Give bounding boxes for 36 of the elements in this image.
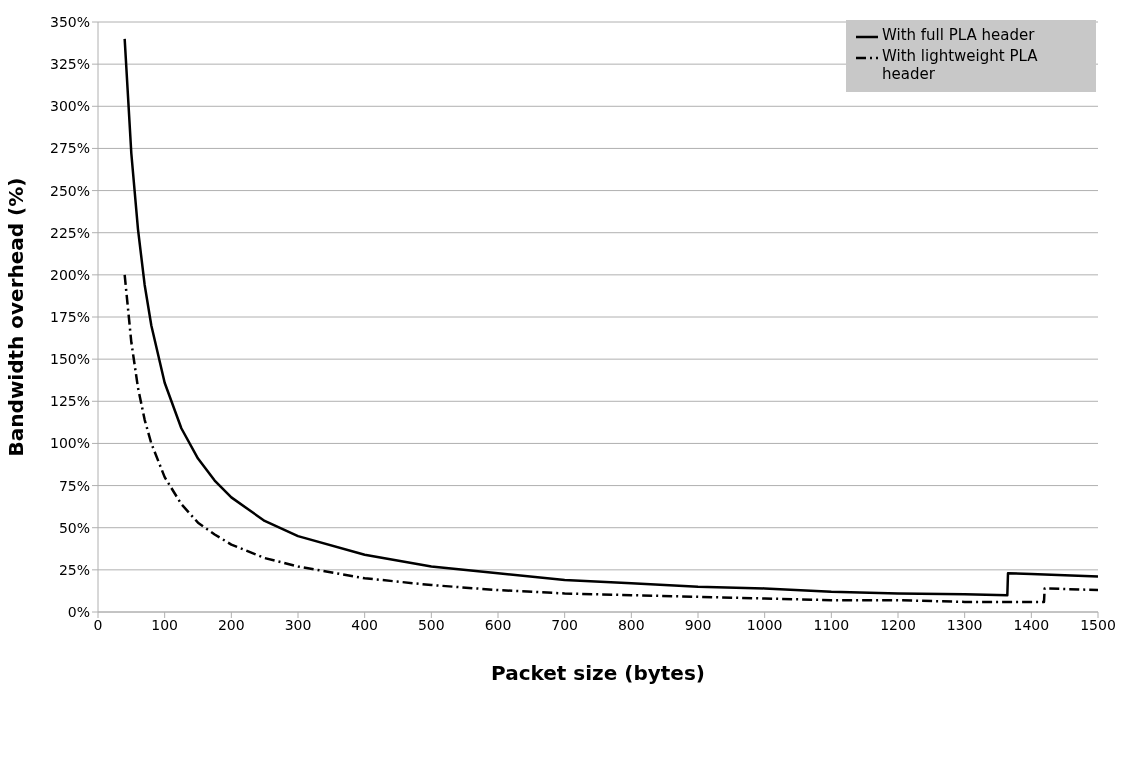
x-tick-label: 500: [417, 616, 445, 633]
y-tick-label: 275%: [49, 140, 90, 157]
y-tick-label: 50%: [58, 519, 90, 536]
y-tick-label: 25%: [58, 561, 90, 578]
x-tick-label: 900: [684, 616, 712, 633]
x-tick-label: 0: [93, 616, 103, 633]
x-tick-label: 800: [617, 616, 645, 633]
x-tick-label: 200: [217, 616, 245, 633]
x-tick-label: 1300: [946, 616, 983, 633]
y-tick-label: 175%: [49, 308, 90, 325]
y-tick-label: 300%: [49, 98, 90, 115]
x-tick-label: 600: [484, 616, 512, 633]
y-tick-label: 325%: [49, 56, 90, 73]
legend-label: With lightweight PLA header: [882, 47, 1039, 83]
x-tick-label: 1500: [1080, 616, 1116, 633]
y-tick-label: 125%: [49, 393, 90, 410]
x-tick-label: 700: [551, 616, 579, 633]
y-tick-label: 350%: [49, 13, 90, 30]
x-tick-label: 1100: [813, 616, 850, 633]
line-series: [123, 273, 1098, 604]
y-tick-label: 150%: [49, 351, 90, 368]
y-tick-label: 75%: [58, 477, 90, 494]
y-tick-label: 0%: [67, 603, 90, 620]
x-tick-label: 300: [284, 616, 312, 633]
legend-label: With full PLA header: [882, 26, 1035, 44]
x-axis-title: Packet size (bytes): [491, 661, 705, 685]
y-tick-label: 100%: [49, 435, 90, 452]
x-tick-label: 1200: [880, 616, 916, 633]
y-tick-label: 250%: [49, 182, 90, 199]
y-axis-title: Bandwidth overhead (%): [4, 177, 29, 457]
x-tick-label: 1000: [746, 616, 783, 633]
y-tick-label: 200%: [49, 266, 90, 283]
y-tick-label: 225%: [49, 224, 90, 241]
x-tick-label: 1400: [1013, 616, 1050, 633]
x-tick-label: 100: [151, 616, 179, 633]
x-tick-label: 400: [351, 616, 379, 633]
